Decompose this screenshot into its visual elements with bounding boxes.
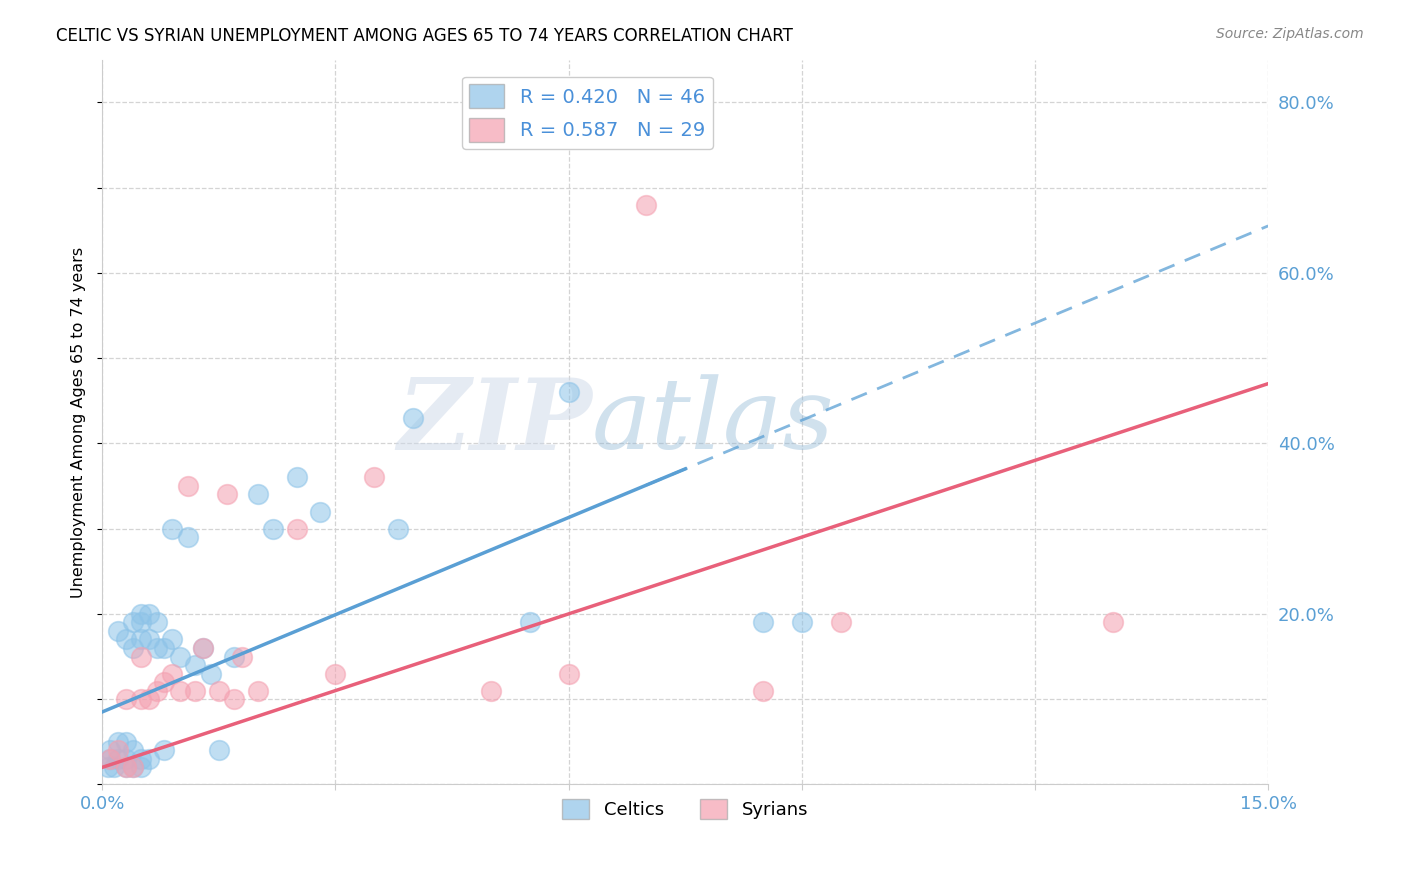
Point xyxy=(98,752,121,766)
Point xyxy=(122,760,145,774)
Point xyxy=(160,522,183,536)
Point xyxy=(145,615,167,630)
Point xyxy=(1101,615,1123,630)
Point xyxy=(114,632,136,647)
Text: Source: ZipAtlas.com: Source: ZipAtlas.com xyxy=(1216,27,1364,41)
Text: ZIP: ZIP xyxy=(396,374,592,470)
Point xyxy=(208,743,231,757)
Point xyxy=(325,666,347,681)
Point xyxy=(114,735,136,749)
Point xyxy=(285,522,308,536)
Point xyxy=(387,522,409,536)
Point xyxy=(193,640,215,655)
Point xyxy=(114,752,136,766)
Point xyxy=(193,640,215,655)
Point xyxy=(122,760,145,774)
Point xyxy=(557,666,579,681)
Point xyxy=(246,487,269,501)
Point xyxy=(215,487,238,501)
Point xyxy=(97,760,120,774)
Point xyxy=(129,692,152,706)
Point xyxy=(285,470,308,484)
Point xyxy=(114,760,136,774)
Point xyxy=(122,640,145,655)
Point xyxy=(129,607,152,621)
Point xyxy=(138,692,160,706)
Point xyxy=(107,624,129,638)
Point xyxy=(107,735,129,749)
Point xyxy=(308,504,330,518)
Point xyxy=(107,752,129,766)
Point xyxy=(752,615,775,630)
Point xyxy=(153,743,176,757)
Point xyxy=(138,607,160,621)
Point xyxy=(479,683,502,698)
Point xyxy=(184,658,207,673)
Point xyxy=(129,632,152,647)
Point xyxy=(169,649,191,664)
Point xyxy=(169,683,191,698)
Point xyxy=(145,640,167,655)
Point xyxy=(114,692,136,706)
Point xyxy=(830,615,852,630)
Point xyxy=(246,683,269,698)
Point xyxy=(153,675,176,690)
Point xyxy=(153,640,176,655)
Point xyxy=(107,743,129,757)
Point xyxy=(138,752,160,766)
Point xyxy=(790,615,813,630)
Point xyxy=(129,649,152,664)
Point xyxy=(129,615,152,630)
Point xyxy=(160,666,183,681)
Point xyxy=(184,683,207,698)
Text: atlas: atlas xyxy=(592,375,835,470)
Point xyxy=(177,530,200,544)
Point xyxy=(114,760,136,774)
Legend: Celtics, Syrians: Celtics, Syrians xyxy=(555,792,815,826)
Point xyxy=(557,385,579,400)
Point xyxy=(145,683,167,698)
Point xyxy=(160,632,183,647)
Y-axis label: Unemployment Among Ages 65 to 74 years: Unemployment Among Ages 65 to 74 years xyxy=(72,246,86,598)
Point xyxy=(200,666,222,681)
Point xyxy=(224,649,246,664)
Point xyxy=(98,752,121,766)
Point xyxy=(122,615,145,630)
Point xyxy=(636,197,658,211)
Point xyxy=(98,743,121,757)
Point xyxy=(129,752,152,766)
Point xyxy=(208,683,231,698)
Point xyxy=(103,760,125,774)
Point xyxy=(519,615,541,630)
Text: CELTIC VS SYRIAN UNEMPLOYMENT AMONG AGES 65 TO 74 YEARS CORRELATION CHART: CELTIC VS SYRIAN UNEMPLOYMENT AMONG AGES… xyxy=(56,27,793,45)
Point xyxy=(122,743,145,757)
Point xyxy=(752,683,775,698)
Point xyxy=(262,522,284,536)
Point xyxy=(231,649,253,664)
Point xyxy=(363,470,385,484)
Point xyxy=(224,692,246,706)
Point xyxy=(129,760,152,774)
Point xyxy=(138,632,160,647)
Point xyxy=(177,479,200,493)
Point xyxy=(402,410,425,425)
